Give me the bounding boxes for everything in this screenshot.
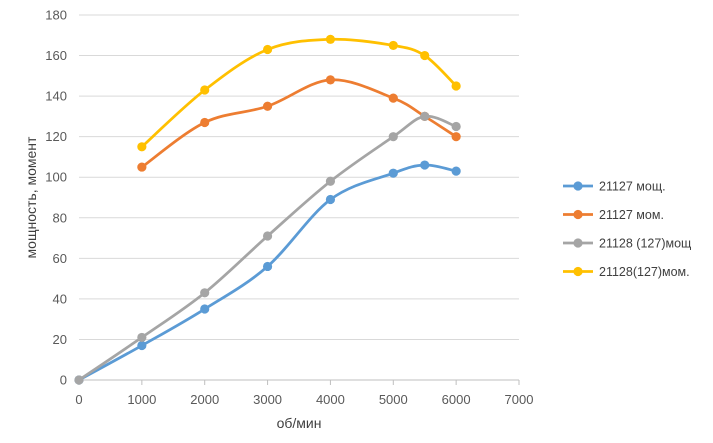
series-group (74, 34, 461, 385)
legend-swatch-marker (573, 238, 583, 248)
y-tick-label: 180 (45, 8, 67, 23)
data-point (200, 288, 210, 298)
data-point (137, 340, 147, 351)
data-point (420, 111, 430, 121)
legend-item: 21127 мощ. (563, 180, 666, 194)
x-tick-label: 5000 (379, 392, 408, 407)
data-point (451, 166, 461, 176)
legend: 21127 мощ. 21127 мом. 21128 (127)мощ 21128(… (563, 180, 691, 279)
x-tick-label: 7000 (505, 392, 534, 407)
legend-label: 21127 мом. (599, 208, 664, 222)
x-axis-title: об/мин (277, 415, 322, 431)
x-tick-label: 6000 (442, 392, 471, 407)
data-point (388, 40, 398, 51)
series-3 (74, 111, 461, 385)
y-tick-label: 0 (60, 373, 67, 388)
axes: 0 20 40 60 80 100 120 140 160 180 0 1000 2000 3000 400… (45, 8, 533, 408)
data-point (451, 81, 461, 91)
data-point (262, 261, 273, 272)
x-tick-label: 0 (75, 392, 82, 407)
legend-label: 21128(127)мом. (599, 265, 690, 279)
y-tick-label: 40 (53, 291, 67, 306)
data-point (262, 44, 273, 55)
data-point (262, 231, 273, 241)
data-point (325, 34, 336, 44)
x-tick-label: 2000 (190, 392, 219, 407)
data-point (451, 121, 461, 132)
legend-label: 21128 (127)мощ (599, 237, 691, 251)
data-point (325, 75, 336, 85)
legend-swatch-marker (573, 209, 583, 220)
x-tick-label: 3000 (253, 392, 282, 407)
y-tick-label: 100 (45, 170, 67, 185)
series-4 (137, 34, 461, 152)
series-1 (74, 160, 461, 385)
legend-label: 21127 мощ. (599, 180, 666, 194)
data-point (262, 101, 273, 111)
data-point (74, 375, 84, 385)
legend-swatch-marker (573, 266, 583, 277)
data-point (388, 132, 398, 142)
data-point (137, 162, 147, 172)
y-tick-label: 20 (53, 332, 67, 347)
y-tick-label: 60 (53, 251, 67, 266)
legend-item: 21128(127)мом. (563, 265, 690, 279)
y-axis-title: мощность, момент (23, 136, 39, 258)
y-tick-label: 80 (53, 210, 67, 225)
data-point (325, 194, 336, 205)
data-point (451, 132, 461, 142)
data-point (325, 176, 336, 186)
data-point (200, 85, 210, 95)
series-line (77, 163, 458, 382)
y-tick-label: 140 (45, 89, 67, 104)
data-point (137, 142, 147, 152)
x-tick-label: 4000 (316, 392, 345, 407)
data-point (388, 93, 398, 103)
x-tick-label: 1000 (127, 392, 156, 407)
legend-item: 21128 (127)мощ (563, 237, 691, 251)
data-point (420, 160, 430, 170)
y-tick-label: 120 (45, 129, 67, 144)
gridlines (79, 14, 519, 340)
legend-item: 21127 мом. (563, 208, 664, 222)
data-point (137, 332, 147, 343)
data-point (388, 168, 398, 178)
y-tick-label: 160 (45, 48, 67, 63)
legend-swatch-marker (573, 181, 583, 191)
data-point (420, 50, 430, 61)
data-point (200, 304, 210, 314)
data-point (200, 117, 210, 128)
series-line (77, 114, 458, 382)
